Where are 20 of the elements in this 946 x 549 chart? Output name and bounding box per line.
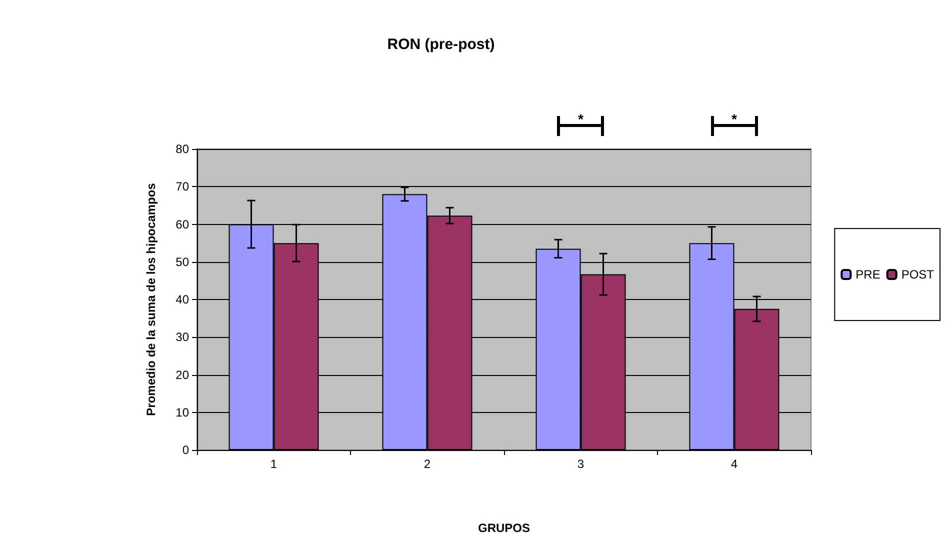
y-tick-label: 20: [176, 368, 190, 382]
x-tick-label: 4: [730, 457, 738, 471]
x-tick-label: 2: [424, 457, 431, 471]
y-tick-label: 30: [176, 330, 190, 344]
x-tick-label: 1: [270, 457, 278, 471]
y-tick-label: 80: [176, 142, 190, 156]
y-tick-label: 0: [182, 443, 190, 457]
legend-label: PRE: [856, 268, 880, 282]
y-axis-title: Promedio de la suma de los hipocampos: [144, 182, 158, 416]
y-tick-label: 70: [176, 180, 190, 194]
x-tick-label: 3: [577, 457, 584, 471]
y-tick-label: 50: [176, 254, 190, 269]
text: *: [578, 111, 584, 127]
text: *: [732, 111, 737, 127]
y-tick-label: 60: [176, 217, 190, 232]
y-tick-label: 40: [176, 292, 190, 306]
x-axis-title: GRUPOS: [478, 521, 530, 535]
chart-title: RON (pre-post): [387, 36, 495, 53]
y-tick-label: 10: [176, 405, 190, 420]
legend-label: POST: [901, 268, 935, 282]
